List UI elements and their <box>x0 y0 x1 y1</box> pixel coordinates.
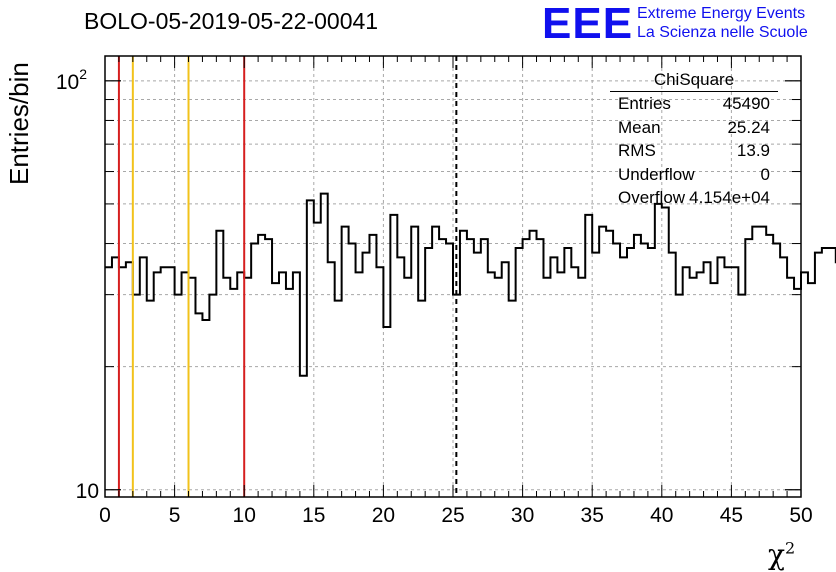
stats-label: RMS <box>618 141 656 160</box>
x-tick-label: 5 <box>169 504 181 527</box>
stats-row-rms: RMS 13.9 <box>610 139 778 163</box>
stats-title: ChiSquare <box>610 70 778 92</box>
y-tick-label: 102 <box>56 66 87 94</box>
y-tick-exponent: 2 <box>79 66 87 82</box>
x-tick-label: 40 <box>650 504 673 527</box>
stats-value: 13.9 <box>736 141 770 160</box>
stats-label: Mean <box>618 117 661 137</box>
x-tick-label: 25 <box>441 504 464 527</box>
logo-line-1: Extreme Energy Events <box>637 5 806 22</box>
x-tick-label: 15 <box>302 504 325 527</box>
stats-row-underflow: Underflow 0 <box>610 163 778 187</box>
chart-title: BOLO-05-2019-05-22-00041 <box>84 8 379 34</box>
stats-row-entries: Entries 45490 <box>610 92 778 116</box>
stats-label: Entries <box>618 94 671 113</box>
stats-value: 45490 <box>722 94 770 113</box>
eee-logo: EEE <box>542 0 634 48</box>
stats-label: Overflow <box>618 188 686 207</box>
logo-line-2: La Scienza nelle Scuole <box>637 24 808 41</box>
stats-row-overflow: Overflow 4.154e+04 <box>610 186 778 210</box>
y-tick-label: 10 <box>76 480 99 503</box>
stats-box: ChiSquare Entries 45490 Mean 25.24 RMS 1… <box>610 70 778 210</box>
stats-value: 4.154e+04 <box>689 188 770 207</box>
x-tick-label: 30 <box>511 504 534 527</box>
stats-row-mean: Mean 25.24 <box>610 116 778 140</box>
x-tick-label: 20 <box>372 504 395 527</box>
x-tick-label: 50 <box>789 504 812 527</box>
x-tick-label: 10 <box>233 504 256 527</box>
stats-label: Underflow <box>618 164 695 184</box>
histogram-series <box>105 192 836 377</box>
x-tick-label: 0 <box>99 504 111 527</box>
x-tick-label: 35 <box>581 504 604 527</box>
x-axis-label: χ2 <box>768 538 796 571</box>
y-axis-label: Entries/bin <box>4 62 34 185</box>
stats-value: 0 <box>760 164 770 184</box>
x-tick-label: 45 <box>720 504 743 527</box>
stats-value: 25.24 <box>727 117 770 137</box>
